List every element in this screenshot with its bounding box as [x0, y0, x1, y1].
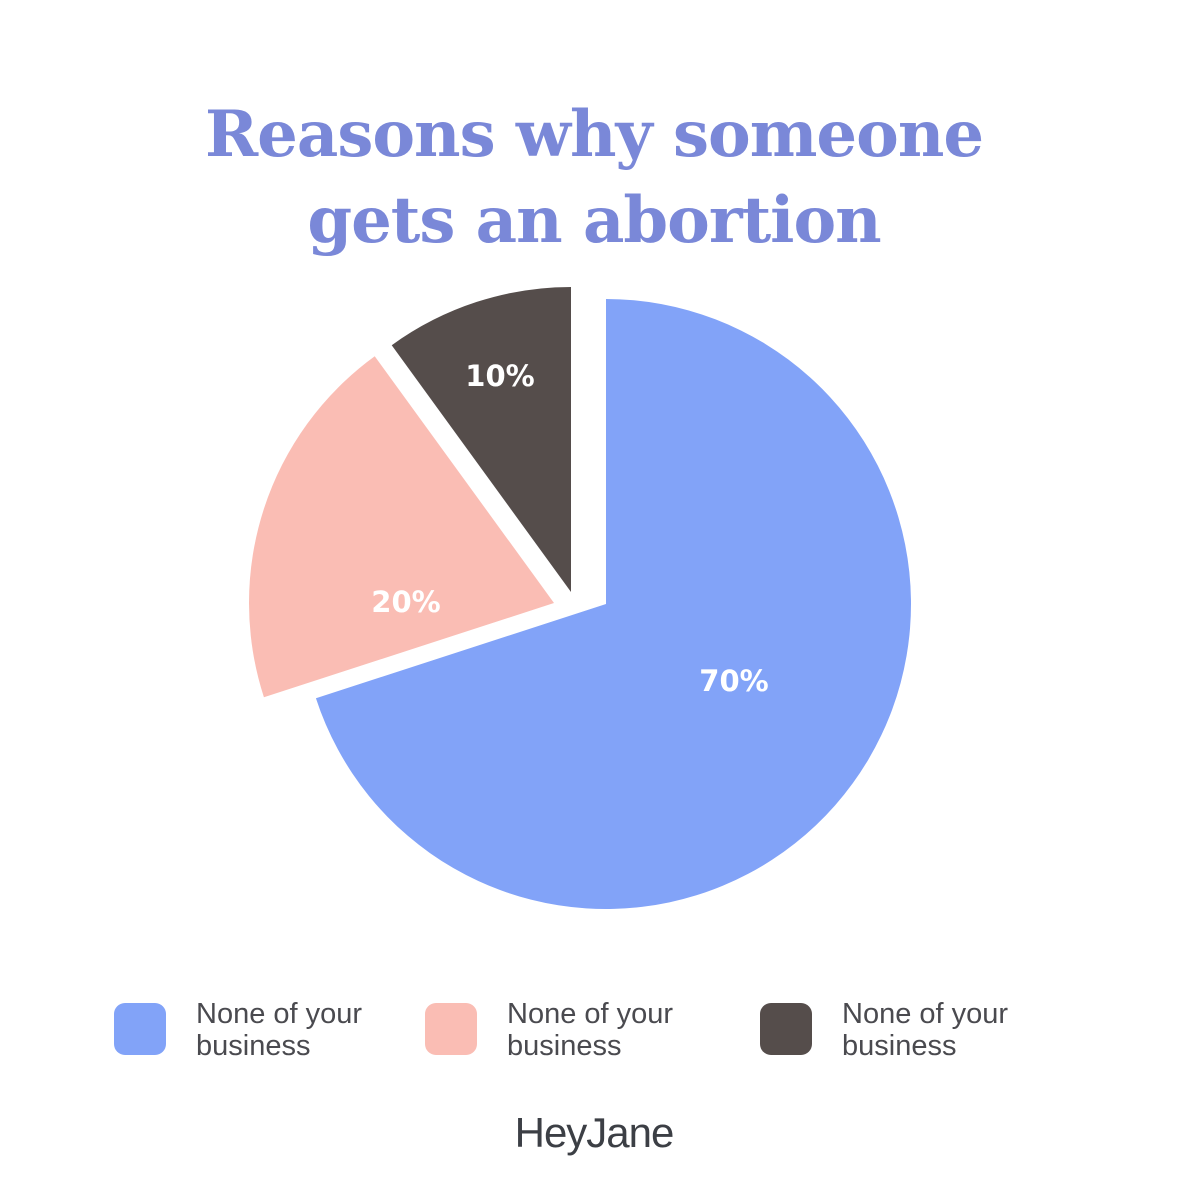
heyjane-logo: HeyJane [514, 1109, 675, 1156]
legend-label-1-line-1: None of your [196, 998, 363, 1030]
legend-label-2-line-1: None of your [507, 998, 674, 1030]
pie-chart: 70% 20% 10% [249, 287, 912, 909]
chart-title-line-1: Reasons why someone [204, 97, 984, 172]
chart-title: Reasons why someone gets an abortion [0, 92, 1188, 264]
legend-label-3-line-1: None of your [842, 998, 1009, 1030]
legend-label-3: None of your business [842, 998, 1062, 1062]
chart-legend: None of your business None of your busin… [0, 998, 1188, 1068]
legend-swatch-1 [114, 1003, 166, 1055]
pie-slice-label-3: 10% [465, 359, 534, 393]
pie-slice-1 [315, 299, 912, 909]
legend-swatch-2 [425, 1003, 477, 1055]
pie-slice-label-1: 70% [699, 664, 768, 698]
legend-label-3-line-2: business [842, 1030, 957, 1062]
legend-label-1-line-2: business [196, 1030, 311, 1062]
legend-label-1: None of your business [196, 998, 416, 1062]
pie-slice-3 [391, 287, 571, 592]
legend-label-2: None of your business [507, 998, 727, 1062]
pie-slice-2 [249, 356, 554, 698]
legend-label-2-line-2: business [507, 1030, 622, 1062]
pie-slice-label-2: 20% [371, 585, 440, 619]
legend-swatch-3 [760, 1003, 812, 1055]
chart-title-line-2: gets an abortion [307, 183, 881, 258]
